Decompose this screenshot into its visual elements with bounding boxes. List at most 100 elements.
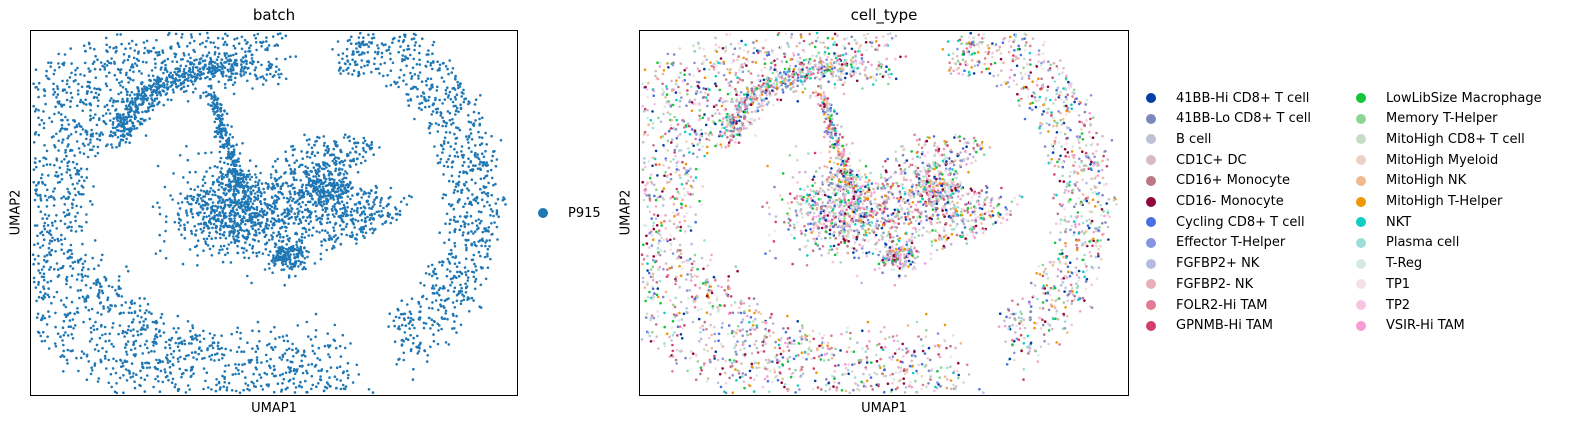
scatter-point bbox=[253, 68, 257, 72]
scatter-point bbox=[255, 215, 259, 218]
scatter-point bbox=[189, 375, 193, 379]
scatter-point bbox=[201, 66, 205, 69]
scatter-point bbox=[303, 257, 307, 260]
scatter-point bbox=[237, 363, 241, 366]
scatter-point bbox=[235, 143, 238, 146]
scatter-point bbox=[407, 322, 411, 325]
scatter-point bbox=[89, 199, 92, 203]
scatter-point bbox=[187, 76, 190, 79]
scatter-point bbox=[86, 155, 90, 159]
scatter-point bbox=[35, 224, 39, 227]
scatter-point bbox=[61, 138, 65, 141]
scatter-point bbox=[285, 243, 288, 246]
scatter-point bbox=[458, 261, 461, 264]
scatter-point bbox=[455, 151, 459, 154]
scatter-point bbox=[111, 326, 114, 329]
scatter-point bbox=[217, 200, 220, 204]
scatter-point bbox=[339, 207, 342, 211]
scatter-point bbox=[89, 326, 93, 330]
scatter-point bbox=[344, 225, 348, 228]
scatter-point bbox=[173, 80, 177, 84]
scatter-point bbox=[472, 275, 476, 279]
scatter-point bbox=[349, 197, 352, 201]
scatter-point bbox=[377, 67, 380, 70]
scatter-point bbox=[76, 211, 79, 215]
scatter-point bbox=[170, 98, 173, 102]
scatter-point bbox=[111, 126, 115, 130]
scatter-point bbox=[334, 240, 337, 243]
scatter-point bbox=[262, 211, 265, 214]
scatter-point bbox=[37, 331, 41, 335]
scatter-point bbox=[77, 369, 80, 373]
scatter-point bbox=[55, 290, 59, 294]
scatter-point bbox=[237, 172, 240, 176]
scatter-point bbox=[174, 341, 178, 345]
scatter-point bbox=[453, 327, 456, 330]
scatter-point bbox=[146, 96, 149, 100]
scatter-point bbox=[89, 372, 93, 376]
scatter-point bbox=[183, 342, 187, 346]
scatter-point bbox=[431, 52, 434, 55]
scatter-point bbox=[144, 118, 147, 122]
scatter-point bbox=[223, 40, 227, 44]
scatter-point bbox=[44, 292, 47, 295]
scatter-point bbox=[462, 92, 465, 95]
scatter-point bbox=[445, 298, 448, 301]
scatter-point bbox=[225, 56, 228, 60]
scatter-point bbox=[319, 257, 323, 261]
scatter-point bbox=[116, 119, 119, 122]
scatter-point bbox=[216, 55, 220, 59]
scatter-point bbox=[177, 342, 181, 345]
scatter-point bbox=[100, 285, 103, 288]
scatter-point bbox=[173, 385, 177, 389]
scatter-point bbox=[389, 186, 393, 190]
scatter-point bbox=[310, 179, 313, 182]
scatter-point bbox=[194, 233, 197, 236]
scatter-point bbox=[224, 86, 227, 90]
scatter-point bbox=[76, 307, 79, 310]
scatter-point bbox=[124, 73, 128, 77]
scatter-point bbox=[440, 76, 444, 79]
scatter-point bbox=[102, 119, 105, 123]
scatter-point bbox=[67, 312, 70, 316]
scatter-point bbox=[131, 375, 135, 378]
scatter-point bbox=[242, 70, 245, 73]
scatter-point bbox=[53, 267, 56, 271]
scatter-point bbox=[209, 41, 212, 44]
scatter-point bbox=[207, 386, 210, 389]
scatter-point bbox=[202, 329, 205, 333]
scatter-point bbox=[459, 107, 463, 111]
scatter-point bbox=[256, 347, 260, 351]
scatter-point bbox=[89, 118, 92, 122]
scatter-point bbox=[285, 334, 289, 337]
scatter-point bbox=[394, 315, 398, 319]
scatter-point bbox=[219, 182, 223, 185]
scatter-point bbox=[243, 256, 246, 259]
scatter-point bbox=[305, 139, 309, 142]
scatter-point bbox=[208, 62, 211, 66]
scatter-point bbox=[252, 189, 255, 192]
scatter-point bbox=[440, 264, 444, 267]
scatter-point bbox=[112, 117, 116, 120]
scatter-point bbox=[210, 151, 213, 154]
scatter-point bbox=[450, 161, 454, 164]
scatter-point bbox=[152, 46, 156, 50]
scatter-point bbox=[356, 211, 359, 214]
scatter-point bbox=[74, 215, 77, 218]
scatter-point bbox=[190, 75, 193, 79]
scatter-point bbox=[73, 154, 76, 157]
scatter-point bbox=[125, 353, 129, 356]
scatter-point bbox=[350, 187, 353, 190]
scatter-point bbox=[92, 185, 95, 188]
scatter-point bbox=[313, 201, 317, 205]
scatter-point bbox=[460, 290, 464, 293]
scatter-point bbox=[257, 228, 260, 231]
scatter-point bbox=[115, 292, 119, 296]
scatter-point bbox=[151, 74, 155, 78]
scatter-point bbox=[119, 84, 122, 87]
scatter-point bbox=[223, 82, 227, 86]
scatter-point bbox=[428, 316, 431, 320]
scatter-point bbox=[47, 246, 51, 250]
scatter-point bbox=[280, 213, 283, 216]
scatter-point bbox=[290, 210, 293, 213]
